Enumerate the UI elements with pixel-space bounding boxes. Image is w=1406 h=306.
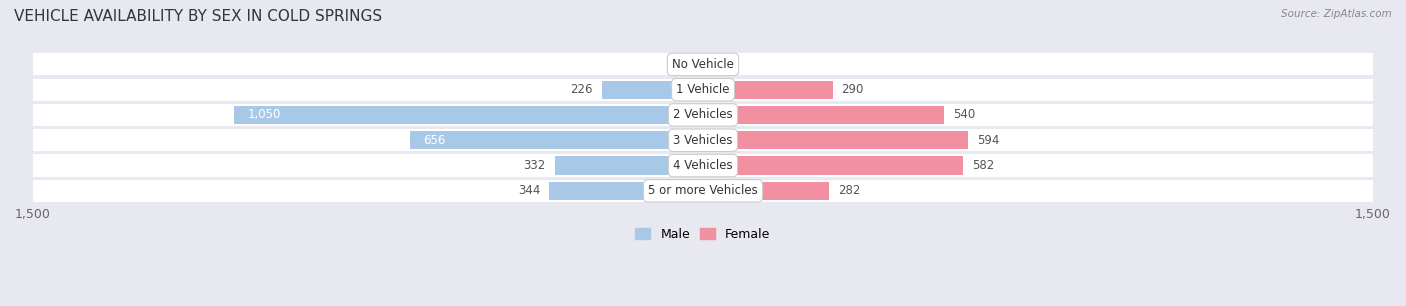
Text: 12: 12: [717, 58, 733, 71]
Bar: [550, 182, 703, 200]
Text: 282: 282: [838, 184, 860, 197]
Text: 1,050: 1,050: [247, 108, 281, 121]
Bar: [32, 180, 1374, 202]
Bar: [411, 131, 703, 149]
Text: 3 Vehicles: 3 Vehicles: [673, 134, 733, 147]
Bar: [703, 131, 969, 149]
Text: Source: ZipAtlas.com: Source: ZipAtlas.com: [1281, 9, 1392, 19]
Bar: [703, 80, 832, 99]
Text: 332: 332: [523, 159, 546, 172]
Bar: [32, 79, 1374, 101]
Text: 656: 656: [423, 134, 446, 147]
Text: No Vehicle: No Vehicle: [672, 58, 734, 71]
Text: VEHICLE AVAILABILITY BY SEX IN COLD SPRINGS: VEHICLE AVAILABILITY BY SEX IN COLD SPRI…: [14, 9, 382, 24]
Legend: Male, Female: Male, Female: [630, 223, 776, 246]
Bar: [703, 106, 945, 124]
Text: 1 Vehicle: 1 Vehicle: [676, 83, 730, 96]
Text: 290: 290: [841, 83, 863, 96]
Text: 582: 582: [972, 159, 994, 172]
Text: 5 or more Vehicles: 5 or more Vehicles: [648, 184, 758, 197]
Bar: [32, 104, 1374, 126]
Bar: [703, 156, 963, 175]
Bar: [32, 129, 1374, 151]
Bar: [32, 53, 1374, 76]
Text: 8: 8: [683, 58, 690, 71]
Text: 540: 540: [953, 108, 976, 121]
Text: 2 Vehicles: 2 Vehicles: [673, 108, 733, 121]
Text: 594: 594: [977, 134, 1000, 147]
Bar: [703, 182, 830, 200]
Bar: [699, 55, 703, 73]
Text: 344: 344: [517, 184, 540, 197]
Bar: [32, 155, 1374, 177]
Bar: [233, 106, 703, 124]
Text: 226: 226: [571, 83, 593, 96]
Bar: [555, 156, 703, 175]
Bar: [703, 55, 709, 73]
Text: 4 Vehicles: 4 Vehicles: [673, 159, 733, 172]
Bar: [602, 80, 703, 99]
